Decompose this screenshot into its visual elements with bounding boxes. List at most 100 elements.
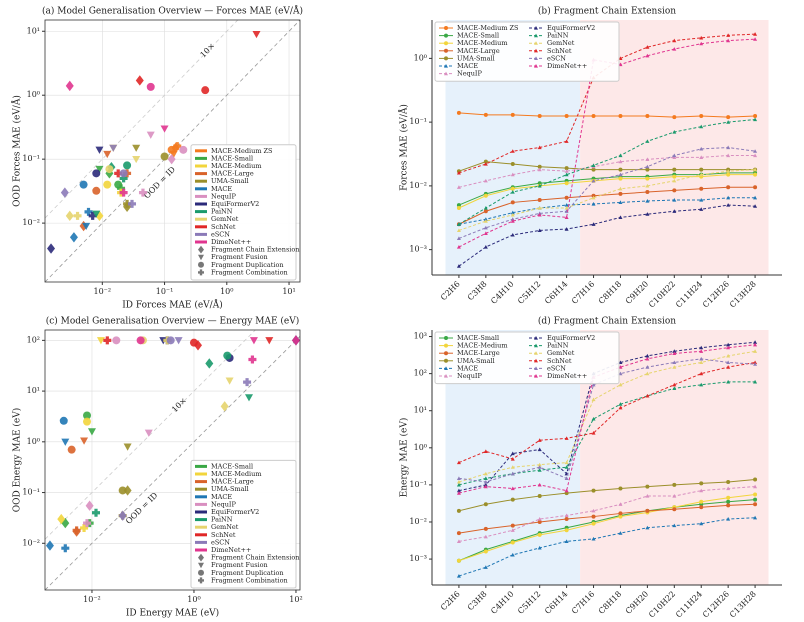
marker: [60, 187, 69, 198]
x-tick-label: C8H18: [597, 589, 623, 615]
y-tick-label: 10⁻³: [409, 554, 427, 563]
legend-marker: [444, 374, 448, 378]
x-tick-label: C9H20: [624, 279, 650, 305]
legend-label: UMA-Small: [211, 485, 249, 493]
x-tick-label: C9H20: [624, 589, 650, 615]
marker: [537, 465, 542, 469]
marker: [564, 209, 569, 213]
legend-label: GemNet: [211, 215, 239, 223]
x-tick-label: 10⁻¹: [156, 287, 174, 296]
marker: [96, 337, 105, 345]
marker: [510, 219, 515, 223]
marker: [456, 482, 461, 487]
marker: [132, 144, 141, 152]
marker: [537, 482, 542, 487]
marker: [136, 336, 145, 345]
y-axis-label: OOD Energy MAE (eV): [12, 408, 23, 513]
line: [458, 154, 756, 188]
marker: [726, 345, 731, 350]
legend-marker: [534, 351, 538, 355]
marker: [510, 162, 515, 167]
marker: [537, 145, 542, 150]
marker: [510, 112, 515, 117]
marker: [726, 379, 731, 384]
x-tick-label: 10⁻²: [94, 287, 112, 296]
marker: [753, 113, 758, 118]
marker: [753, 149, 758, 153]
legend-box: [434, 21, 620, 82]
marker: [483, 217, 488, 221]
marker: [645, 164, 650, 169]
marker: [456, 236, 461, 241]
marker: [456, 558, 461, 563]
x-tick-label: C10H22: [647, 589, 677, 619]
marker: [618, 172, 623, 177]
x-tick-label: C13H28: [728, 279, 758, 309]
marker: [456, 491, 461, 495]
marker: [456, 476, 461, 480]
marker: [483, 534, 488, 539]
marker: [645, 494, 650, 498]
legend-label: NequIP: [457, 70, 482, 78]
marker: [753, 340, 758, 344]
marker: [645, 53, 650, 58]
x-tick-label: C6H14: [543, 589, 569, 615]
marker: [103, 150, 112, 159]
marker: [618, 113, 623, 118]
marker: [456, 205, 461, 210]
marker: [753, 153, 758, 158]
marker: [537, 164, 542, 169]
marker: [618, 186, 623, 191]
y-tick-label: 10⁰: [27, 437, 40, 446]
legend-marker: [198, 261, 204, 268]
legend-label: Fragment Fusion: [211, 561, 268, 569]
marker: [726, 479, 731, 484]
marker: [109, 144, 118, 152]
marker: [618, 514, 623, 519]
marker: [645, 183, 650, 188]
legend-label: DimeNet++: [547, 62, 587, 70]
marker: [645, 45, 650, 49]
legend-label: EquiFormerV2: [211, 200, 259, 208]
marker: [672, 167, 677, 172]
marker: [645, 157, 650, 162]
marker: [672, 198, 677, 202]
marker: [537, 113, 542, 118]
legend-label: UMA-Small: [457, 54, 495, 62]
legend-label: EquiFormerV2: [211, 508, 259, 516]
marker: [483, 476, 488, 480]
line: [458, 197, 756, 225]
legend-marker: [198, 254, 204, 261]
marker: [645, 508, 650, 513]
marker: [95, 165, 104, 174]
legend-label: NequIP: [211, 500, 236, 508]
marker: [144, 429, 153, 437]
marker: [564, 517, 569, 522]
y-tick-label: 10⁻¹: [409, 117, 427, 126]
legend-label: Fragment Chain Extension: [211, 554, 299, 562]
legend-label: SchNet: [547, 47, 572, 55]
line: [458, 146, 756, 239]
marker: [456, 479, 461, 484]
marker: [510, 149, 515, 153]
marker: [483, 225, 488, 230]
marker: [456, 531, 461, 536]
marker: [726, 153, 731, 158]
marker: [92, 508, 100, 517]
reference-line: [45, 330, 256, 540]
marker: [88, 211, 97, 220]
marker: [564, 465, 569, 469]
legend-marker: [198, 577, 204, 584]
marker: [160, 125, 169, 133]
marker: [591, 488, 596, 493]
marker: [753, 204, 758, 208]
x-tick-label: C3H8: [466, 279, 489, 302]
marker: [699, 35, 704, 40]
legend-marker: [534, 26, 538, 30]
marker: [537, 212, 542, 217]
marker: [114, 169, 123, 178]
legend-marker: [444, 366, 448, 370]
legend-label: MACE-Large: [211, 478, 254, 486]
marker: [618, 531, 623, 535]
